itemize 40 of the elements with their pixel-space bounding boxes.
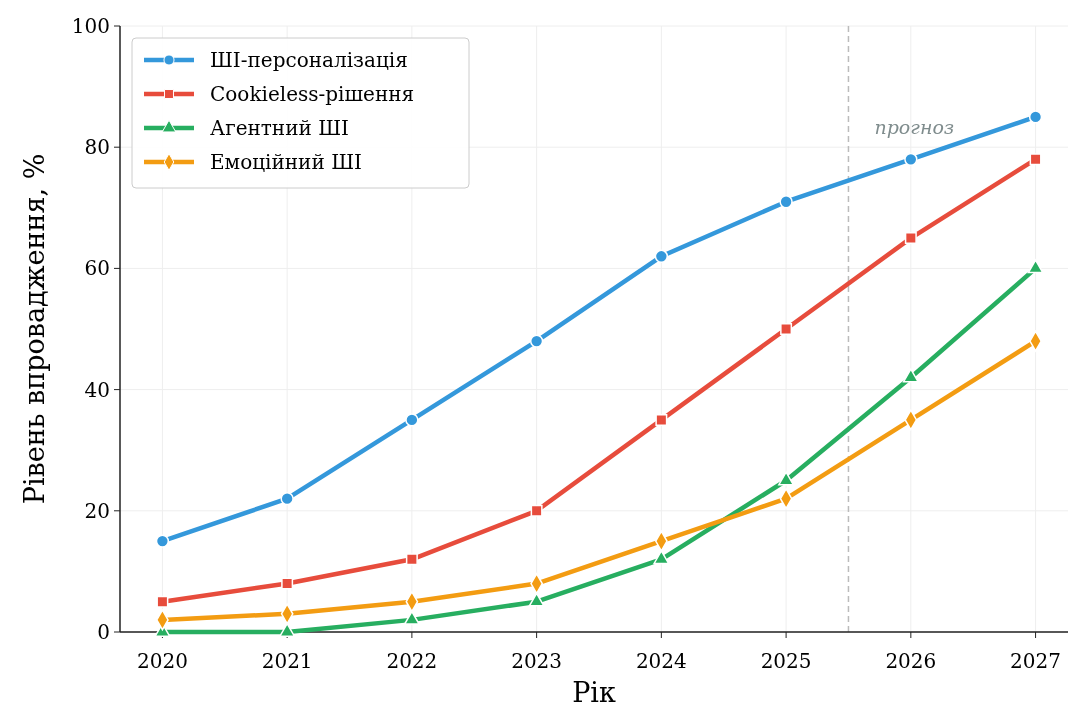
point [902,368,919,383]
y-tick-label: 100 [71,14,110,38]
y-tick-label: 0 [97,620,110,644]
point [281,577,294,590]
legend-label: Cookieless-рішення [210,82,415,106]
y-tick-label: 80 [84,135,110,160]
y-tick-label: 40 [84,377,110,402]
point [1028,110,1043,124]
point [530,504,543,517]
point [779,195,793,209]
x-tick-label: 2020 [136,649,188,673]
y-axis-title: Рівень впровадження, % [19,153,50,505]
x-tick-label: 2022 [386,649,438,673]
x-tick-label: 2023 [511,649,563,673]
x-tick-label: 2021 [261,649,313,673]
point [1029,153,1042,166]
legend-label: Агентний ШІ [210,116,349,140]
legend-label: Емоційний ШІ [210,150,362,174]
point [529,334,544,348]
legend-label: ШІ-персоналізація [210,48,408,72]
point [156,595,169,608]
point [405,553,418,566]
point [654,249,669,263]
point [904,232,917,245]
y-tick-label: 60 [84,256,110,281]
x-tick-label: 2027 [1010,649,1062,673]
x-tick-label: 2025 [760,649,812,673]
point [1027,259,1044,274]
x-axis-title: Рік [572,677,616,708]
ref-line-label: прогноз [874,116,955,138]
point [655,413,668,426]
point [780,323,793,335]
y-tick-label: 20 [84,498,110,523]
x-tick-label: 2026 [885,649,937,673]
point [653,550,670,565]
point [155,534,170,548]
x-tick-label: 2024 [635,649,687,673]
point [405,413,419,427]
point [904,152,918,166]
point [280,492,294,506]
